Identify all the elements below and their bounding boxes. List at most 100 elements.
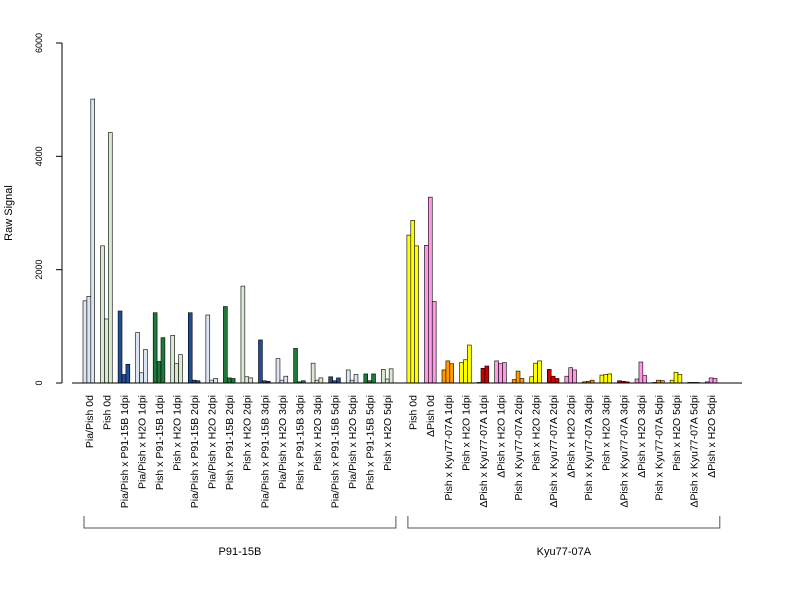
bar bbox=[449, 363, 454, 384]
bar bbox=[205, 314, 211, 384]
x-tick-label: ΔPish x Kyu77-07A 2dpi bbox=[548, 395, 560, 508]
bar bbox=[135, 332, 140, 384]
bar bbox=[336, 377, 341, 384]
bar bbox=[248, 377, 253, 384]
x-tick-label: Pish x H2O 1dpi bbox=[172, 395, 184, 471]
x-tick-label: Pish x H2O 3dpi bbox=[312, 395, 324, 471]
bar bbox=[564, 375, 570, 384]
bar bbox=[414, 245, 419, 384]
bar bbox=[178, 354, 183, 384]
bar bbox=[82, 300, 88, 384]
bar bbox=[568, 367, 573, 384]
bar bbox=[244, 376, 250, 384]
bar bbox=[431, 301, 437, 384]
bar bbox=[100, 245, 105, 384]
x-tick-label: Pish x H2O 2dpi bbox=[242, 395, 254, 471]
x-tick-label: Pia/Pish 0d bbox=[84, 395, 96, 448]
x-tick-label: ΔPish x H2O 5dpi bbox=[706, 395, 718, 478]
x-tick-label: Pish x P91-15B 1dpi bbox=[154, 395, 166, 490]
x-tick-label: Pish x H2O 5dpi bbox=[382, 395, 394, 471]
bar bbox=[240, 285, 246, 384]
bar bbox=[223, 306, 228, 384]
bar bbox=[554, 378, 560, 384]
bar bbox=[108, 132, 113, 384]
x-tick-label: Pia/Pish x P91-15B 2dpi bbox=[189, 395, 201, 508]
bar bbox=[139, 372, 144, 384]
bar bbox=[441, 369, 447, 384]
bar bbox=[445, 360, 451, 384]
x-tick-label: Pish x P91-15B 5dpi bbox=[365, 395, 377, 490]
x-tick-label: ΔPish x Kyu77-07A 5dpi bbox=[688, 395, 700, 508]
x-tick-label: Pia/Pish x H2O 3dpi bbox=[277, 395, 289, 489]
bar bbox=[363, 373, 368, 384]
bar bbox=[467, 344, 472, 384]
bar bbox=[345, 369, 351, 384]
bar bbox=[638, 361, 644, 384]
bar bbox=[293, 348, 298, 384]
x-tick-label: Pia/Pish x P91-15B 5dpi bbox=[329, 395, 341, 508]
bar bbox=[117, 310, 123, 384]
y-axis-title: Raw Signal bbox=[3, 185, 15, 241]
bar bbox=[484, 365, 490, 384]
bar bbox=[188, 312, 193, 384]
x-tick-label: Pish 0d bbox=[408, 395, 420, 430]
x-tick-label: ΔPish x Kyu77-07A 3dpi bbox=[618, 395, 630, 508]
bar bbox=[121, 374, 127, 384]
x-tick-label: ΔPish 0d bbox=[425, 395, 437, 437]
bar bbox=[160, 337, 166, 384]
bar bbox=[550, 375, 556, 384]
bar bbox=[310, 362, 316, 384]
bar bbox=[90, 98, 96, 384]
bar bbox=[381, 369, 386, 384]
bar bbox=[86, 295, 92, 384]
bar bbox=[275, 358, 281, 384]
bar bbox=[174, 363, 179, 384]
x-tick-label: Pish x Kyu77-07A 3dpi bbox=[583, 395, 595, 501]
bar bbox=[642, 375, 648, 384]
group-brackets: P91-15B Kyu77-07A bbox=[83, 516, 721, 558]
bar bbox=[599, 374, 605, 384]
bar bbox=[424, 245, 429, 384]
bar bbox=[677, 374, 683, 384]
bar bbox=[143, 349, 148, 384]
x-tick-label: Pish x H2O 2dpi bbox=[531, 395, 543, 471]
bar bbox=[328, 376, 333, 384]
bar bbox=[511, 379, 517, 384]
x-tick-label: ΔPish x H2O 3dpi bbox=[636, 395, 648, 478]
bar bbox=[152, 312, 158, 384]
group-bracket bbox=[83, 516, 397, 529]
bar bbox=[498, 363, 503, 384]
bar bbox=[459, 362, 464, 384]
bar bbox=[353, 374, 359, 384]
x-tick-label: Pia/Pish x H2O 2dpi bbox=[207, 395, 219, 489]
bar bbox=[384, 378, 390, 384]
bar bbox=[318, 377, 324, 384]
bar bbox=[519, 378, 525, 384]
x-tick-label: Pia/Pish x H2O 5dpi bbox=[347, 395, 359, 489]
group-bracket bbox=[407, 516, 721, 529]
bar bbox=[104, 318, 109, 384]
bar bbox=[230, 378, 236, 384]
x-tick-label: ΔPish x H2O 1dpi bbox=[495, 395, 507, 478]
bar bbox=[170, 335, 175, 384]
bar bbox=[515, 370, 521, 384]
bar bbox=[406, 234, 412, 384]
bar bbox=[213, 378, 218, 384]
x-tick-label: Pish x P91-15B 3dpi bbox=[294, 395, 306, 490]
x-tick-label: Pish x H2O 3dpi bbox=[601, 395, 613, 471]
x-tick-label: Pish x Kyu77-07A 2dpi bbox=[513, 395, 525, 501]
bar bbox=[388, 368, 394, 384]
bar bbox=[634, 378, 640, 384]
x-tick-label: Pia/Pish x P91-15B 1dpi bbox=[119, 395, 131, 508]
bar bbox=[607, 373, 612, 384]
bar bbox=[463, 359, 468, 384]
bar bbox=[125, 363, 131, 384]
bar bbox=[494, 360, 499, 384]
y-tick-label: 0 bbox=[34, 380, 44, 385]
bar bbox=[227, 377, 232, 384]
bars-area bbox=[82, 98, 718, 384]
bar bbox=[156, 361, 162, 384]
bar bbox=[258, 339, 263, 384]
group-label: P91-15B bbox=[219, 546, 262, 558]
y-tick-label: 4000 bbox=[34, 146, 44, 166]
